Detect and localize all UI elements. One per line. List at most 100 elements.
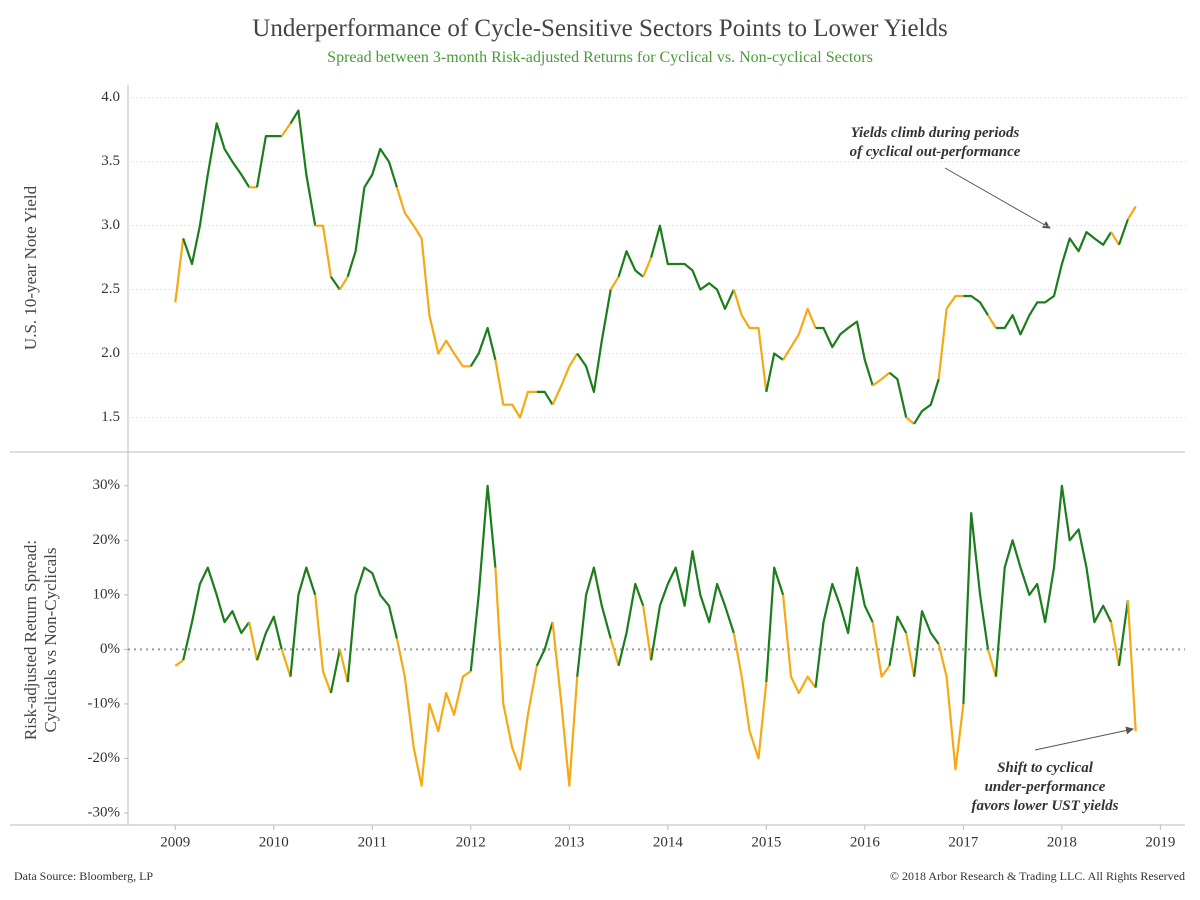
data-line: [289, 566, 317, 677]
y-tick-label: -20%: [88, 750, 121, 766]
data-line: [494, 567, 538, 771]
data-line: [617, 250, 644, 278]
y-tick-label: -30%: [88, 804, 121, 820]
data-line: [535, 621, 554, 667]
data-line: [314, 594, 332, 694]
x-tick-label: 2011: [358, 834, 387, 850]
y-tick-label: 1.5: [101, 409, 120, 425]
annotation: Shift to cyclical: [997, 760, 1094, 776]
data-line: [872, 371, 891, 387]
data-line: [338, 276, 349, 291]
x-tick-label: 2010: [259, 834, 289, 850]
data-line: [551, 352, 579, 406]
copyright-note: © 2018 Arbor Research & Trading LLC. All…: [890, 869, 1185, 883]
data-line: [888, 371, 908, 418]
data-line: [609, 276, 620, 291]
data-line: [905, 416, 915, 425]
data-line: [174, 659, 184, 667]
x-tick-label: 2014: [653, 834, 684, 850]
data-line: [346, 566, 398, 683]
data-line: [995, 231, 1113, 336]
data-line: [765, 352, 784, 393]
data-line: [905, 632, 916, 677]
data-line: [576, 566, 612, 677]
y-tick-label: 20%: [93, 532, 121, 548]
y-axis-title: Risk-adjusted Return Spread:: [21, 540, 40, 740]
data-line: [913, 378, 940, 425]
data-line: [1126, 600, 1137, 732]
data-line: [469, 326, 497, 367]
y-tick-label: 4.0: [101, 89, 120, 105]
data-line: [338, 649, 349, 683]
y-tick-label: 3.0: [101, 217, 120, 233]
data-line: [182, 122, 251, 266]
data-line: [642, 257, 653, 278]
source-note: Data Source: Bloomberg, LP: [14, 869, 153, 883]
data-line: [1117, 600, 1129, 666]
data-line: [469, 484, 497, 672]
data-line: [1110, 621, 1121, 666]
data-line: [536, 390, 554, 406]
x-tick-label: 2012: [456, 834, 486, 850]
data-line: [732, 632, 768, 760]
data-line: [255, 135, 282, 188]
y-tick-label: -10%: [88, 695, 121, 711]
data-line: [609, 638, 620, 667]
y-axis-title: Cyclicals vs Non-Cyclicals: [41, 547, 60, 732]
data-line: [650, 550, 735, 661]
data-line: [782, 307, 817, 361]
data-line: [280, 122, 292, 137]
data-line: [1126, 205, 1137, 220]
data-line: [994, 484, 1113, 677]
annotation: favors lower UST yields: [971, 798, 1118, 814]
x-tick-label: 2009: [160, 834, 190, 850]
annotation-arrow: [1034, 726, 1134, 751]
x-tick-label: 2018: [1047, 834, 1077, 850]
y-tick-label: 2.0: [101, 345, 120, 361]
data-line: [617, 582, 645, 667]
data-line: [815, 320, 874, 386]
data-line: [782, 594, 817, 695]
data-line: [732, 289, 768, 393]
chart-title: Underperformance of Cycle-Sensitive Sect…: [252, 15, 947, 42]
data-line: [248, 621, 259, 661]
data-line: [913, 610, 940, 677]
data-line: [329, 649, 341, 694]
annotation-arrow: [944, 167, 1051, 229]
y-tick-label: 10%: [93, 586, 121, 602]
data-line: [494, 359, 537, 419]
data-line: [280, 649, 292, 678]
y-tick-label: 3.5: [101, 153, 120, 169]
data-line: [937, 643, 965, 771]
data-line: [1117, 218, 1129, 246]
y-tick-label: 0%: [100, 641, 120, 657]
annotation: Yields climb during periods: [851, 125, 1020, 141]
data-line: [986, 649, 997, 678]
data-line: [987, 314, 997, 329]
x-tick-label: 2019: [1145, 834, 1175, 850]
chart-subtitle: Spread between 3-month Risk-adjusted Ret…: [327, 49, 873, 66]
data-line: [395, 186, 471, 368]
data-line: [650, 224, 735, 310]
data-line: [551, 621, 579, 787]
x-tick-label: 2015: [751, 834, 781, 850]
data-line: [255, 615, 283, 661]
y-axis-title: U.S. 10-year Note Yield: [21, 185, 40, 350]
x-tick-label: 2013: [554, 834, 584, 850]
data-line: [174, 238, 185, 303]
annotation: under-performance: [985, 779, 1106, 795]
data-line: [576, 289, 612, 393]
data-line: [1110, 231, 1120, 246]
data-line: [871, 621, 891, 678]
data-line: [888, 615, 908, 666]
data-line: [182, 566, 251, 661]
data-line: [329, 276, 341, 291]
data-line: [289, 109, 317, 226]
data-line: [315, 224, 332, 277]
x-tick-label: 2017: [948, 834, 979, 850]
annotation: of cyclical out-performance: [850, 144, 1021, 160]
data-line: [395, 638, 472, 787]
data-line: [937, 294, 964, 380]
data-line: [814, 566, 874, 688]
